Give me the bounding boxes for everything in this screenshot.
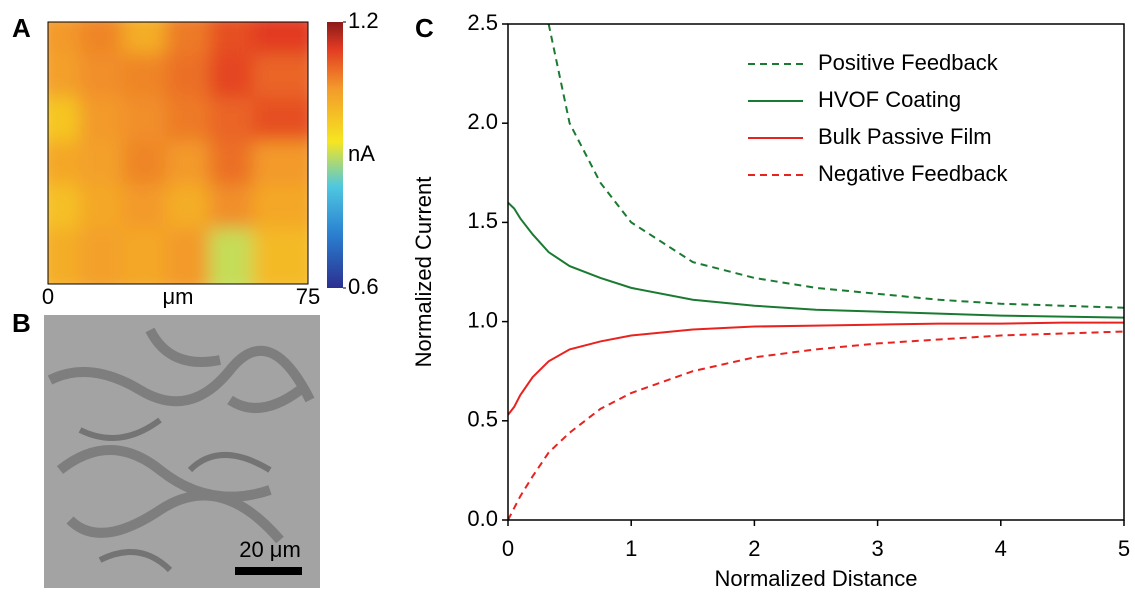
series-line xyxy=(508,201,1124,319)
legend-label: Positive Feedback xyxy=(818,50,999,75)
micrograph: 20 μm xyxy=(44,315,320,588)
series-line xyxy=(508,321,1124,416)
y-tick-label: 0.5 xyxy=(467,407,498,432)
y-tick-label: 2.0 xyxy=(467,109,498,134)
scale-bar xyxy=(235,567,302,575)
heatmap-cells xyxy=(48,22,308,284)
panel-label: A xyxy=(12,13,31,43)
heatmap-cell xyxy=(252,228,308,284)
x-tick-label: 0 xyxy=(42,284,54,309)
heatmap-frame xyxy=(47,21,309,285)
colorbar xyxy=(327,22,343,288)
colorbar-tick-label: 0.6 xyxy=(348,274,379,299)
x-tick-label: 75 xyxy=(296,284,320,309)
legend-label: Negative Feedback xyxy=(818,161,1009,186)
texture xyxy=(47,327,315,544)
series-line xyxy=(547,24,1124,309)
plot-frame xyxy=(507,23,1125,521)
colorbar-label: nA xyxy=(348,141,375,166)
legend-label: HVOF Coating xyxy=(818,87,961,112)
y-tick-label: 2.5 xyxy=(467,10,498,35)
legend-label: Bulk Passive Film xyxy=(818,124,992,149)
y-axis-label: Normalized Current xyxy=(411,177,436,368)
x-tick-label: 3 xyxy=(871,536,883,561)
x-tick-label: 1 xyxy=(625,536,637,561)
x-tick-label: 0 xyxy=(502,536,514,561)
heatmap xyxy=(48,22,308,284)
x-axis-label: Normalized Distance xyxy=(715,566,918,591)
x-tick-label: 2 xyxy=(748,536,760,561)
panel-label: B xyxy=(12,308,31,338)
y-tick-label: 1.5 xyxy=(467,208,498,233)
texture xyxy=(78,417,272,573)
colorbar-tick-label: 1.2 xyxy=(348,8,379,33)
x-axis-label: μm xyxy=(162,284,193,309)
x-tick-label: 4 xyxy=(995,536,1007,561)
series-line xyxy=(508,330,1124,520)
y-tick-label: 1.0 xyxy=(467,307,498,332)
scale-bar-label: 20 μm xyxy=(239,537,301,562)
panel-label: C xyxy=(415,13,434,43)
y-tick-label: 0.0 xyxy=(467,506,498,531)
x-tick-label: 5 xyxy=(1118,536,1130,561)
